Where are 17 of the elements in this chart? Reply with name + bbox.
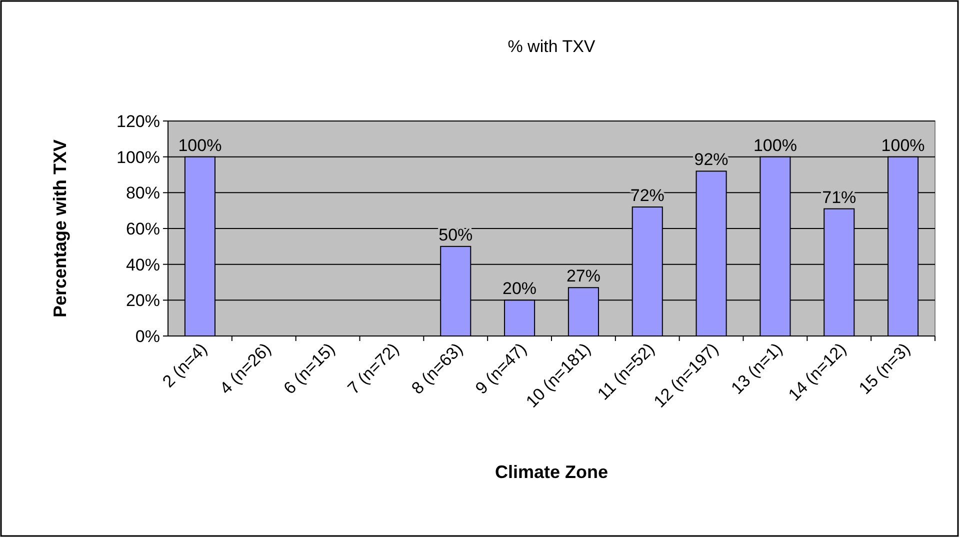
data-label: 20% xyxy=(502,279,537,298)
y-tick-label: 40% xyxy=(126,255,160,274)
y-tick-label: 100% xyxy=(116,148,160,167)
y-tick-label: 60% xyxy=(126,219,160,238)
data-label: 27% xyxy=(566,266,600,286)
data-label: 71% xyxy=(822,188,856,207)
y-tick-label: 80% xyxy=(126,184,160,203)
y-tick-label: 20% xyxy=(126,291,160,310)
data-label: 50% xyxy=(438,225,473,244)
y-axis-title: Percentage with TXV xyxy=(50,139,70,318)
chart-title: % with TXV xyxy=(508,37,596,56)
data-label: 100% xyxy=(753,136,797,155)
data-label: 100% xyxy=(178,136,222,155)
data-label: 100% xyxy=(881,136,925,155)
y-tick-label: 120% xyxy=(116,112,160,131)
x-axis-title: Climate Zone xyxy=(494,462,608,482)
y-tick-label: 0% xyxy=(135,326,160,346)
